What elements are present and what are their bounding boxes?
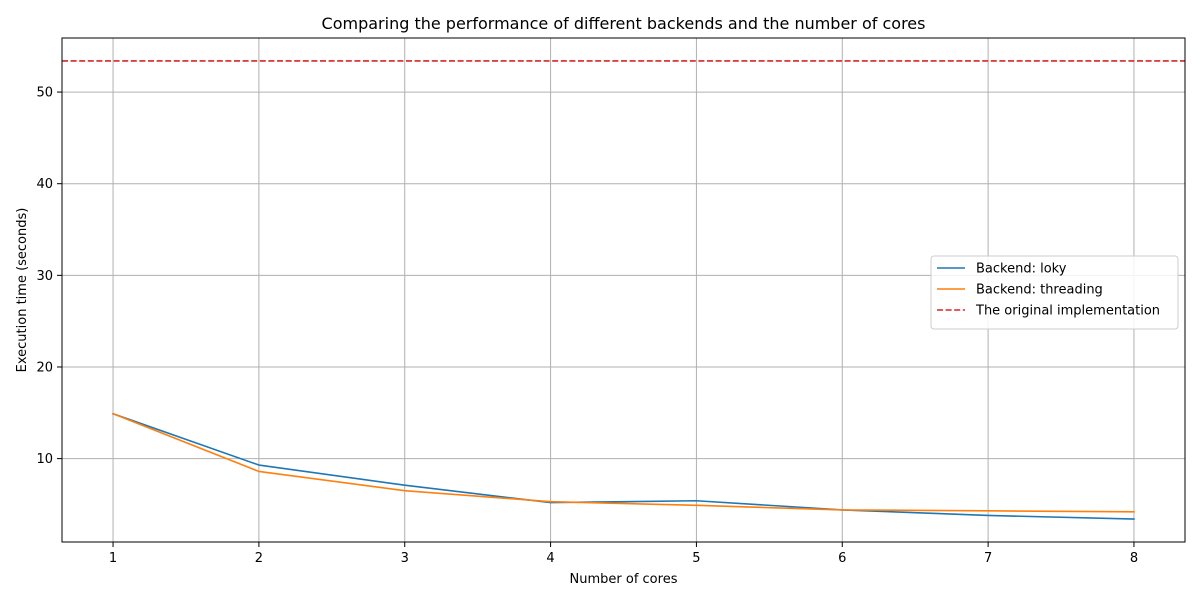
series-line-1: [112, 412, 1135, 513]
y-tick-label: 20: [36, 360, 53, 375]
x-tick-label: 5: [692, 551, 700, 566]
legend-box: [930, 255, 1179, 330]
chart-title: Comparing the performance of different b…: [322, 14, 926, 33]
x-tick-label: 8: [1130, 551, 1138, 566]
x-tick-label: 7: [984, 551, 992, 566]
series-line-0: [112, 412, 1135, 520]
legend-label-2: The original implementation: [975, 304, 1160, 319]
y-axis-label: Execution time (seconds): [15, 208, 30, 373]
plot-frame: [61, 37, 1186, 543]
x-tick-label: 4: [546, 551, 554, 566]
x-tick-label: 6: [838, 551, 846, 566]
x-tick-label: 1: [109, 551, 117, 566]
legend-label-0: Backend: loky: [976, 262, 1067, 277]
legend-label-1: Backend: threading: [976, 283, 1103, 298]
x-tick-label: 2: [255, 551, 263, 566]
legend: Backend: loky Backend: threading The origi…: [930, 255, 1179, 330]
y-tick-label: 40: [36, 177, 53, 192]
x-tick-label: 3: [401, 551, 409, 566]
y-tick-label: 30: [36, 269, 53, 284]
y-tick-label: 10: [36, 452, 53, 467]
y-tick-label: 50: [36, 86, 53, 101]
tick-layer: 1 2 3 4 5 6 7 8 10 20 30 40 50: [36, 86, 1138, 566]
x-axis-label: Number of cores: [570, 572, 678, 587]
series-layer: [62, 60, 1185, 520]
grid-layer: [62, 38, 1185, 542]
